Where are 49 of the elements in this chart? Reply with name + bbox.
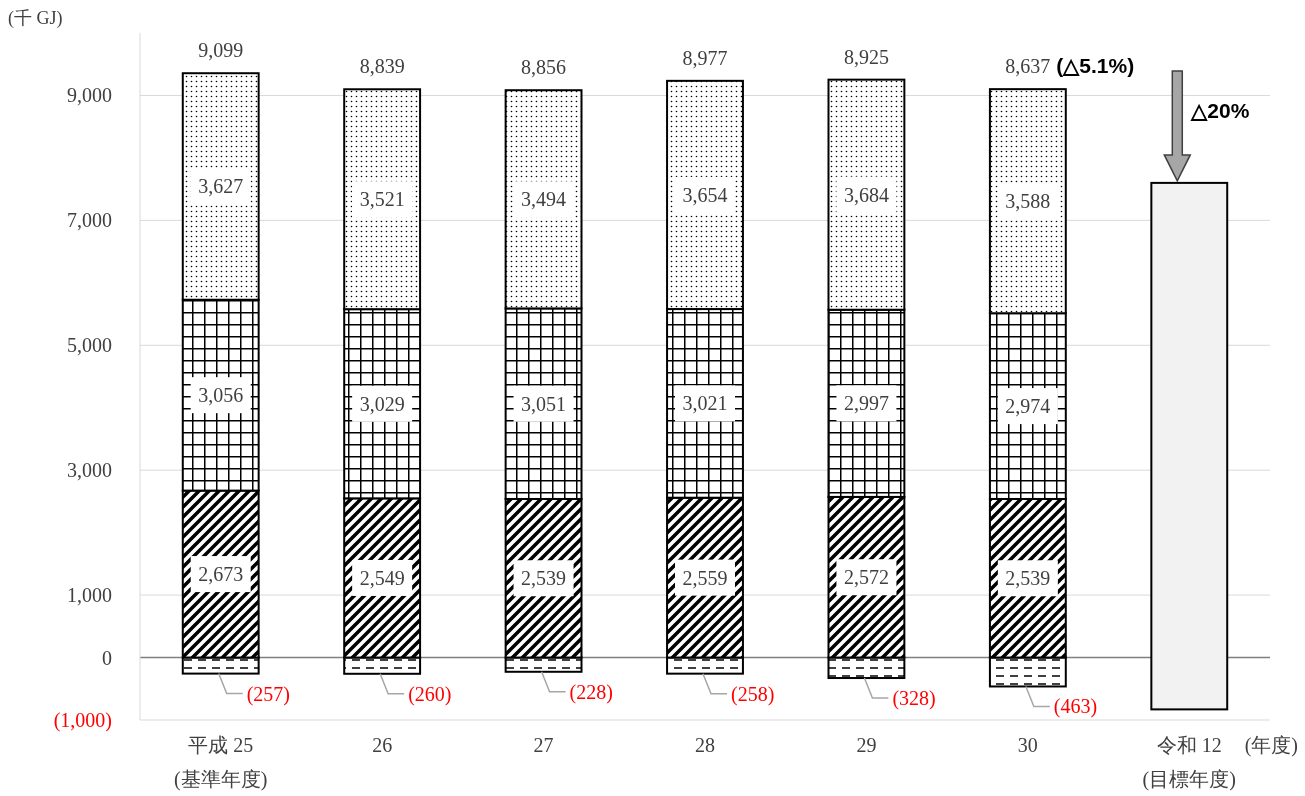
x-tick-label: 令和 12 (目標年度) — [1142, 734, 1236, 791]
data-label: (328) — [892, 687, 936, 711]
x-tick-label: 30 — [1017, 734, 1038, 756]
annotation: △20% — [1190, 98, 1250, 122]
x-tick-label: 26 — [372, 734, 393, 756]
data-label: 2,974 — [1005, 395, 1051, 418]
data-label: (257) — [246, 682, 291, 706]
total-label: 8,839 — [359, 55, 405, 78]
data-label: 3,021 — [682, 392, 728, 415]
x-tick-label: 平成 25 (基準年度) — [174, 734, 268, 791]
y-tick-label: 7,000 — [67, 209, 112, 232]
total-label: 9,099 — [198, 39, 244, 62]
data-label: 2,539 — [521, 567, 567, 590]
y-tick-label: 9,000 — [67, 84, 112, 107]
data-label: 2,572 — [843, 566, 889, 589]
data-label: 3,494 — [521, 188, 567, 211]
data-label: (228) — [569, 680, 613, 704]
data-label: 3,654 — [682, 183, 728, 206]
y-tick-label: 3,000 — [67, 459, 112, 482]
total-label: 8,977 — [682, 46, 728, 69]
y-tick-label: (1,000) — [53, 709, 112, 732]
bar — [1150, 181, 1229, 711]
y-tick-label: 0 — [102, 646, 112, 669]
data-label: 3,588 — [1005, 190, 1051, 213]
data-label: 3,627 — [198, 175, 244, 198]
y-tick-label: 1,000 — [67, 584, 112, 607]
x-axis-title: (年度) — [1244, 734, 1298, 757]
data-label: 2,997 — [843, 392, 889, 415]
data-label: (463) — [1053, 695, 1098, 719]
data-label: (258) — [731, 682, 775, 706]
total-label: 8,925 — [843, 45, 889, 68]
annotation: (△5.1%) — [1056, 54, 1135, 78]
data-label: (260) — [408, 682, 452, 706]
x-tick-label: 27 — [533, 734, 554, 756]
total-label: 8,856 — [521, 56, 567, 79]
data-label: 3,521 — [359, 188, 405, 211]
data-label: 3,684 — [843, 183, 889, 206]
data-label: 2,559 — [682, 566, 728, 589]
data-label: 3,029 — [359, 392, 405, 415]
total-label: 8,637 — [1005, 55, 1051, 78]
data-label: 2,673 — [198, 563, 244, 586]
data-label: 3,051 — [521, 392, 567, 415]
y-tick-label: 5,000 — [67, 334, 112, 357]
data-label: 3,056 — [198, 384, 244, 407]
x-tick-label: 28 — [695, 734, 715, 756]
data-label: 2,539 — [1005, 567, 1051, 590]
x-tick-label: 29 — [856, 734, 877, 756]
data-label: 2,549 — [359, 566, 405, 589]
y-axis-title: (千 GJ) — [8, 8, 63, 29]
